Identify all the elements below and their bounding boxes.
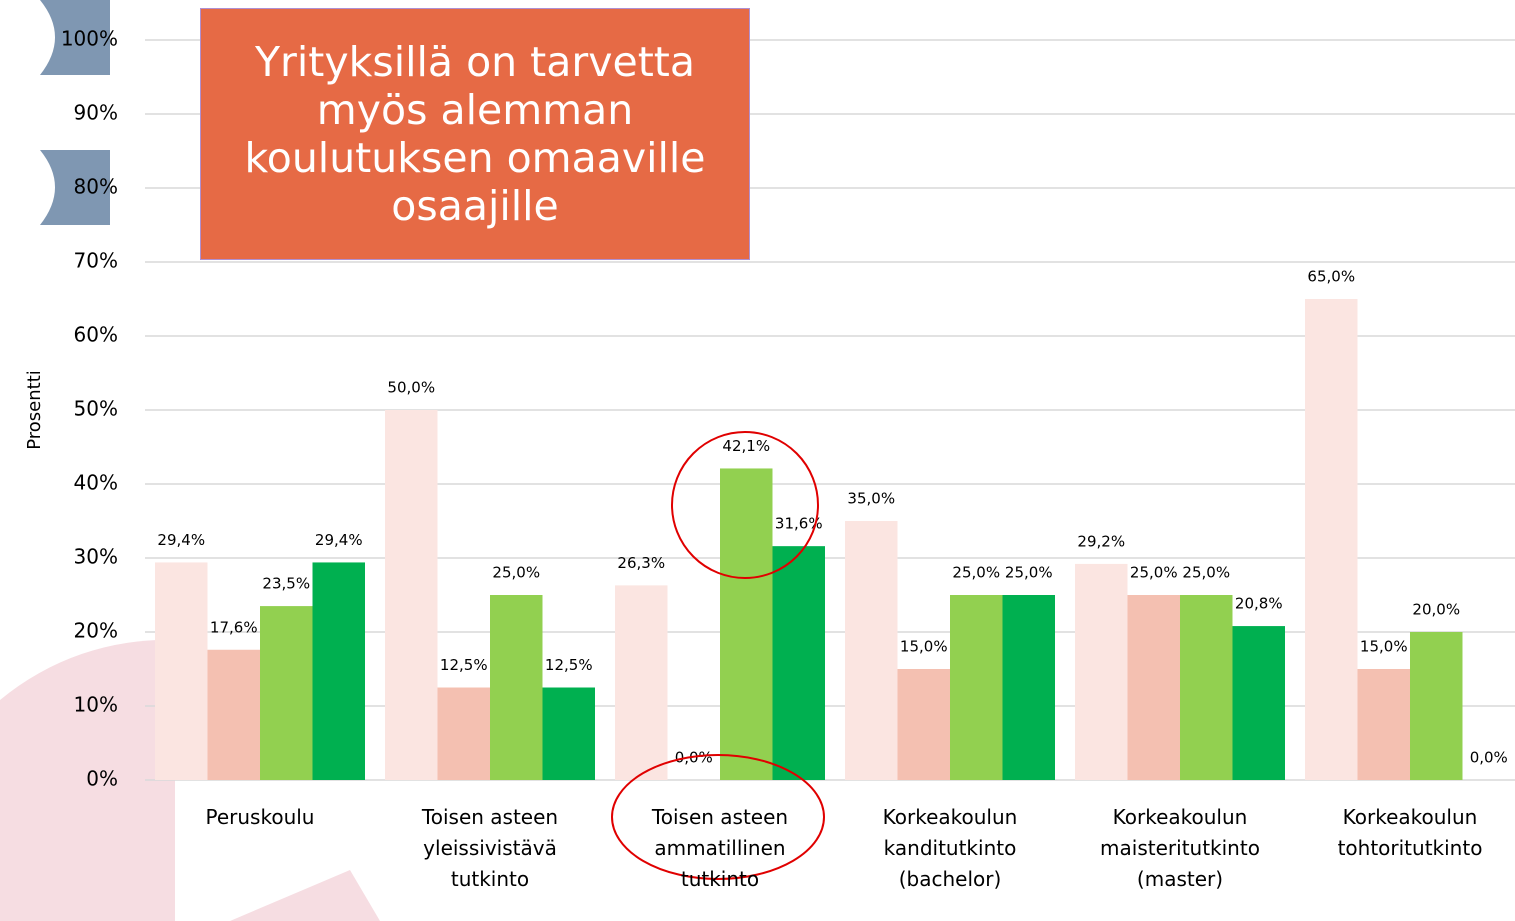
x-tick-label: Korkeakoulun kanditutkinto (bachelor) xyxy=(882,805,1018,891)
bar xyxy=(772,546,825,780)
y-tick-label: 90% xyxy=(74,101,118,125)
bar xyxy=(845,521,898,780)
y-tick-label: 60% xyxy=(74,323,118,347)
value-label: 20,0% xyxy=(1412,601,1460,619)
annotation-box: Yrityksillä on tarvetta myös alemman kou… xyxy=(200,8,750,260)
bar xyxy=(1232,626,1285,780)
bar xyxy=(1002,595,1055,780)
value-label: 25,0% xyxy=(1130,564,1178,582)
y-axis-label: Prosentti xyxy=(24,370,45,450)
value-label: 12,5% xyxy=(440,656,488,674)
value-label: 25,0% xyxy=(1005,564,1053,582)
y-tick-label: 20% xyxy=(74,619,118,643)
y-tick-label: 30% xyxy=(74,545,118,569)
y-tick-label: 50% xyxy=(74,397,118,421)
bar xyxy=(385,410,438,780)
value-label: 15,0% xyxy=(900,638,948,656)
bar xyxy=(1410,632,1463,780)
bar xyxy=(1180,595,1233,780)
bar xyxy=(1305,299,1358,780)
value-label: 17,6% xyxy=(210,618,258,636)
bar xyxy=(897,669,950,780)
bar xyxy=(720,468,773,780)
value-label: 31,6% xyxy=(775,515,823,533)
x-tick-label: Toisen asteen ammatillinen tutkinto xyxy=(651,805,789,891)
value-label: 29,4% xyxy=(157,531,205,549)
value-label: 25,0% xyxy=(1182,564,1230,582)
y-tick-label: 0% xyxy=(86,767,118,791)
decoration xyxy=(230,870,380,921)
value-label: 0,0% xyxy=(1470,749,1508,767)
bar xyxy=(155,562,208,780)
bar xyxy=(950,595,1003,780)
decoration xyxy=(40,0,110,75)
y-tick-label: 80% xyxy=(74,175,118,199)
value-label: 15,0% xyxy=(1360,638,1408,656)
y-tick-label: 70% xyxy=(74,249,118,273)
bar xyxy=(1357,669,1410,780)
bar xyxy=(260,606,313,780)
x-tick-label: Peruskoulu xyxy=(205,805,315,829)
bar xyxy=(1075,563,1128,780)
value-label: 25,0% xyxy=(952,564,1000,582)
x-tick-label: Korkeakoulun tohtoritutkinto xyxy=(1337,805,1483,860)
bar xyxy=(207,649,260,780)
y-tick-label: 40% xyxy=(74,471,118,495)
value-label: 29,4% xyxy=(315,531,363,549)
value-label: 35,0% xyxy=(847,490,895,508)
value-label: 25,0% xyxy=(492,564,540,582)
bar xyxy=(542,687,595,780)
bar xyxy=(1127,595,1180,780)
value-label: 12,5% xyxy=(545,656,593,674)
y-tick-label: 10% xyxy=(74,693,118,717)
decoration xyxy=(0,639,175,921)
value-label: 20,8% xyxy=(1235,595,1283,613)
highlight-circle xyxy=(611,754,825,880)
bar xyxy=(437,687,490,780)
value-label: 50,0% xyxy=(387,379,435,397)
value-label: 23,5% xyxy=(262,575,310,593)
value-label: 26,3% xyxy=(617,554,665,572)
bar xyxy=(615,585,668,780)
bar xyxy=(490,595,543,780)
x-tick-label: Korkeakoulun maisteritutkinto (master) xyxy=(1100,805,1260,891)
y-tick-label: 100% xyxy=(61,27,118,51)
value-label: 65,0% xyxy=(1307,268,1355,286)
value-label: 29,2% xyxy=(1077,532,1125,550)
decoration xyxy=(40,150,110,225)
bar xyxy=(312,562,365,780)
x-tick-label: Toisen asteen yleissivistävä tutkinto xyxy=(421,805,559,891)
highlight-circle xyxy=(671,431,819,579)
value-label: 42,1% xyxy=(722,437,770,455)
